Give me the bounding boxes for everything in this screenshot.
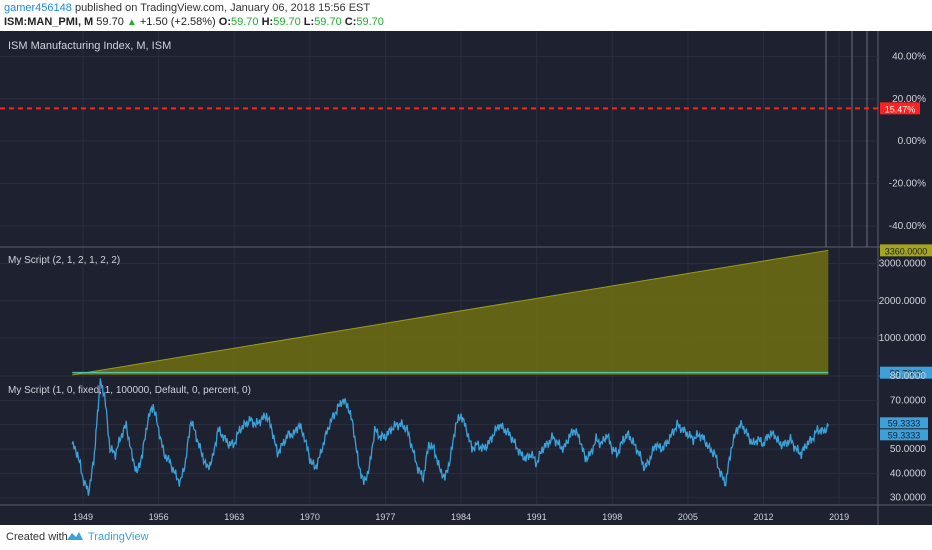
y-tick-label: 50.0000 <box>890 444 927 455</box>
x-tick-label: 1956 <box>149 512 169 522</box>
last-value-label: 59.3333 <box>888 418 921 428</box>
y-tick-label: -20.00% <box>889 178 926 189</box>
y-tick-label: 0.00% <box>898 136 926 147</box>
area-end-label: 3360.0000 <box>885 246 928 256</box>
symbol-name: ISM:MAN_PMI, M <box>4 16 94 28</box>
header-bar: gamer456148 published on TradingView.com… <box>0 0 932 31</box>
chart-area[interactable]: 40.00% 20.00% 0.00% -20.00% -40.00% 15.47% ISM… <box>0 31 932 525</box>
y-tick-label: -40.00% <box>889 221 926 232</box>
tradingview-logo-icon <box>67 532 83 540</box>
y-tick-label: 80.0000 <box>890 371 927 382</box>
x-tick-label: 1984 <box>451 512 471 522</box>
value-tag-yellow <box>880 244 932 257</box>
y-tick-label: 70.0000 <box>890 395 927 406</box>
author-link[interactable]: gamer456148 <box>4 2 72 14</box>
area-series-line <box>72 249 829 376</box>
x-tick-label: 1977 <box>375 512 395 522</box>
published-text: published on TradingView.com, January 06… <box>71 2 371 14</box>
y-tick-label: 30.0000 <box>890 493 927 504</box>
horizontal-line-label: 15.47% <box>885 104 916 114</box>
created-with-text: Created with <box>6 531 68 543</box>
open-value: 59.70 <box>231 16 259 28</box>
x-tick-label: 1991 <box>527 512 547 522</box>
y-tick-label: 1000.0000 <box>879 333 927 344</box>
price-change: +1.50 (+2.58%) <box>139 16 216 28</box>
x-tick-label: 1970 <box>300 512 320 522</box>
low-label: L: <box>303 16 315 28</box>
y-tick-label: 40.00% <box>892 51 926 62</box>
y-tick-label: 40.0000 <box>890 468 927 479</box>
x-tick-label: 1998 <box>602 512 622 522</box>
y-tick-label: 20.00% <box>892 94 926 105</box>
symbol-quote: ISM:MAN_PMI, M 59.70 ▲ +1.50 (+2.58%) O:… <box>4 16 384 28</box>
up-arrow-icon: ▲ <box>126 17 137 28</box>
pane-title: My Script (1, 0, fixed, 1, 100000, Defau… <box>8 385 251 396</box>
footer-bar: Created with TradingView <box>0 525 932 550</box>
high-label: H: <box>261 16 274 28</box>
value-tag-blue <box>880 429 928 441</box>
close-label: C: <box>344 16 357 28</box>
close-value: 59.70 <box>356 16 384 28</box>
high-value: 59.70 <box>273 16 301 28</box>
x-tick-label: 2019 <box>829 512 849 522</box>
line-series <box>71 378 829 496</box>
x-tick-label: 1949 <box>73 512 93 522</box>
chart-svg[interactable]: 40.00% 20.00% 0.00% -20.00% -40.00% 15.47% ISM… <box>0 31 932 525</box>
pane-title: My Script (2, 1, 2, 1, 2, 2) <box>8 255 120 266</box>
price-tag-red <box>880 102 920 115</box>
y-tick-label: 3000.0000 <box>879 259 927 270</box>
value-tag-blue <box>880 366 932 379</box>
tradingview-link[interactable]: TradingView <box>88 531 149 543</box>
pane-title: ISM Manufacturing Index, M, ISM <box>8 40 171 52</box>
low-value: 59.70 <box>314 16 342 28</box>
last-value-label: 59.3333 <box>888 430 921 440</box>
x-tick-label: 2005 <box>678 512 698 522</box>
last-price: 59.70 <box>96 16 124 28</box>
x-tick-label: 1963 <box>224 512 244 522</box>
flat-end-label: 59.7000 <box>890 369 923 379</box>
y-tick-label: 2000.0000 <box>879 296 927 307</box>
publish-info: gamer456148 published on TradingView.com… <box>4 2 370 14</box>
x-tick-label: 2012 <box>753 512 773 522</box>
value-tag-blue <box>880 417 928 429</box>
open-label: O: <box>218 16 231 28</box>
